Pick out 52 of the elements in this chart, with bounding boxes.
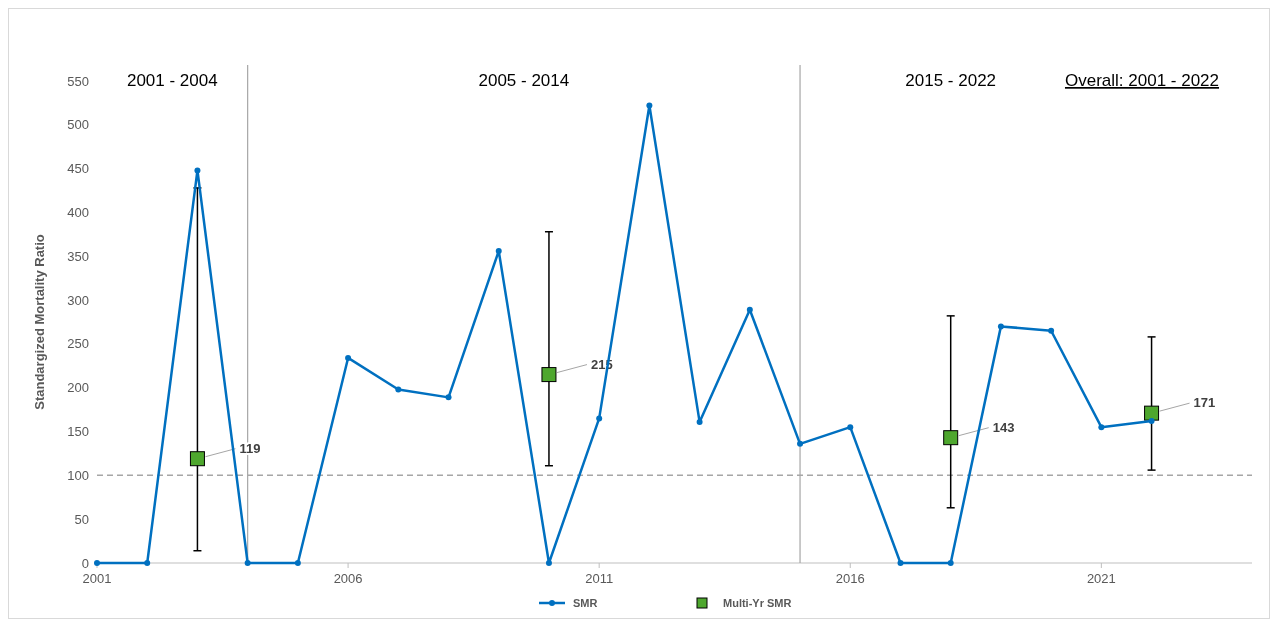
annotation: 2001 - 2004 <box>126 71 218 90</box>
x-tick-label: 2006 <box>333 571 363 586</box>
annotation: 2005 - 2014 <box>478 71 570 90</box>
point <box>395 386 402 393</box>
y-axis-title: Standargized Mortality Ratio <box>32 234 47 410</box>
point <box>244 560 251 566</box>
point <box>1144 405 1160 421</box>
legend-label: SMR <box>573 596 598 609</box>
data-label: 171 <box>1193 395 1216 411</box>
point <box>144 560 151 566</box>
point <box>1048 327 1055 334</box>
point <box>646 102 653 109</box>
y-tick-label: 300 <box>67 292 89 308</box>
point <box>194 167 201 174</box>
point <box>545 560 552 566</box>
data-label: 119 <box>239 440 261 456</box>
y-tick-label: 50 <box>74 511 89 527</box>
y-tick-label: 500 <box>67 117 89 133</box>
point <box>997 323 1004 330</box>
y-tick-label: 450 <box>67 161 89 177</box>
y-tick-label: 0 <box>81 555 89 571</box>
y-tick-label: 200 <box>67 380 89 396</box>
point <box>947 560 954 566</box>
data-label: 143 <box>992 419 1015 435</box>
point <box>897 560 904 566</box>
point <box>1148 418 1155 425</box>
y-tick-label: 400 <box>67 205 89 220</box>
x-tick-label: 2001 <box>82 571 112 586</box>
point <box>847 424 854 431</box>
y-tick-label: 150 <box>67 424 89 440</box>
y-tick-label: 250 <box>67 336 89 352</box>
legend-label: Multi-Yr SMR <box>723 596 792 609</box>
point <box>596 415 603 422</box>
y-tick-label: 550 <box>67 73 89 89</box>
x-tick-label: 2011 <box>585 571 614 586</box>
annotation: 2015 - 2022 <box>905 71 997 90</box>
point <box>696 418 703 425</box>
y-tick-label: 100 <box>67 467 89 483</box>
point <box>445 394 452 401</box>
point <box>541 367 557 383</box>
point <box>345 354 352 361</box>
annotation: Overall: 2001 - 2022 <box>1064 71 1220 90</box>
x-tick-label: 2021 <box>1086 571 1116 586</box>
y-tick-label: 350 <box>67 248 89 264</box>
point <box>294 560 301 566</box>
x-tick-label: 2016 <box>835 571 865 586</box>
point <box>189 451 205 467</box>
point <box>495 248 502 255</box>
point <box>797 440 804 447</box>
point <box>1098 424 1105 431</box>
point <box>943 430 959 446</box>
point <box>746 306 753 313</box>
